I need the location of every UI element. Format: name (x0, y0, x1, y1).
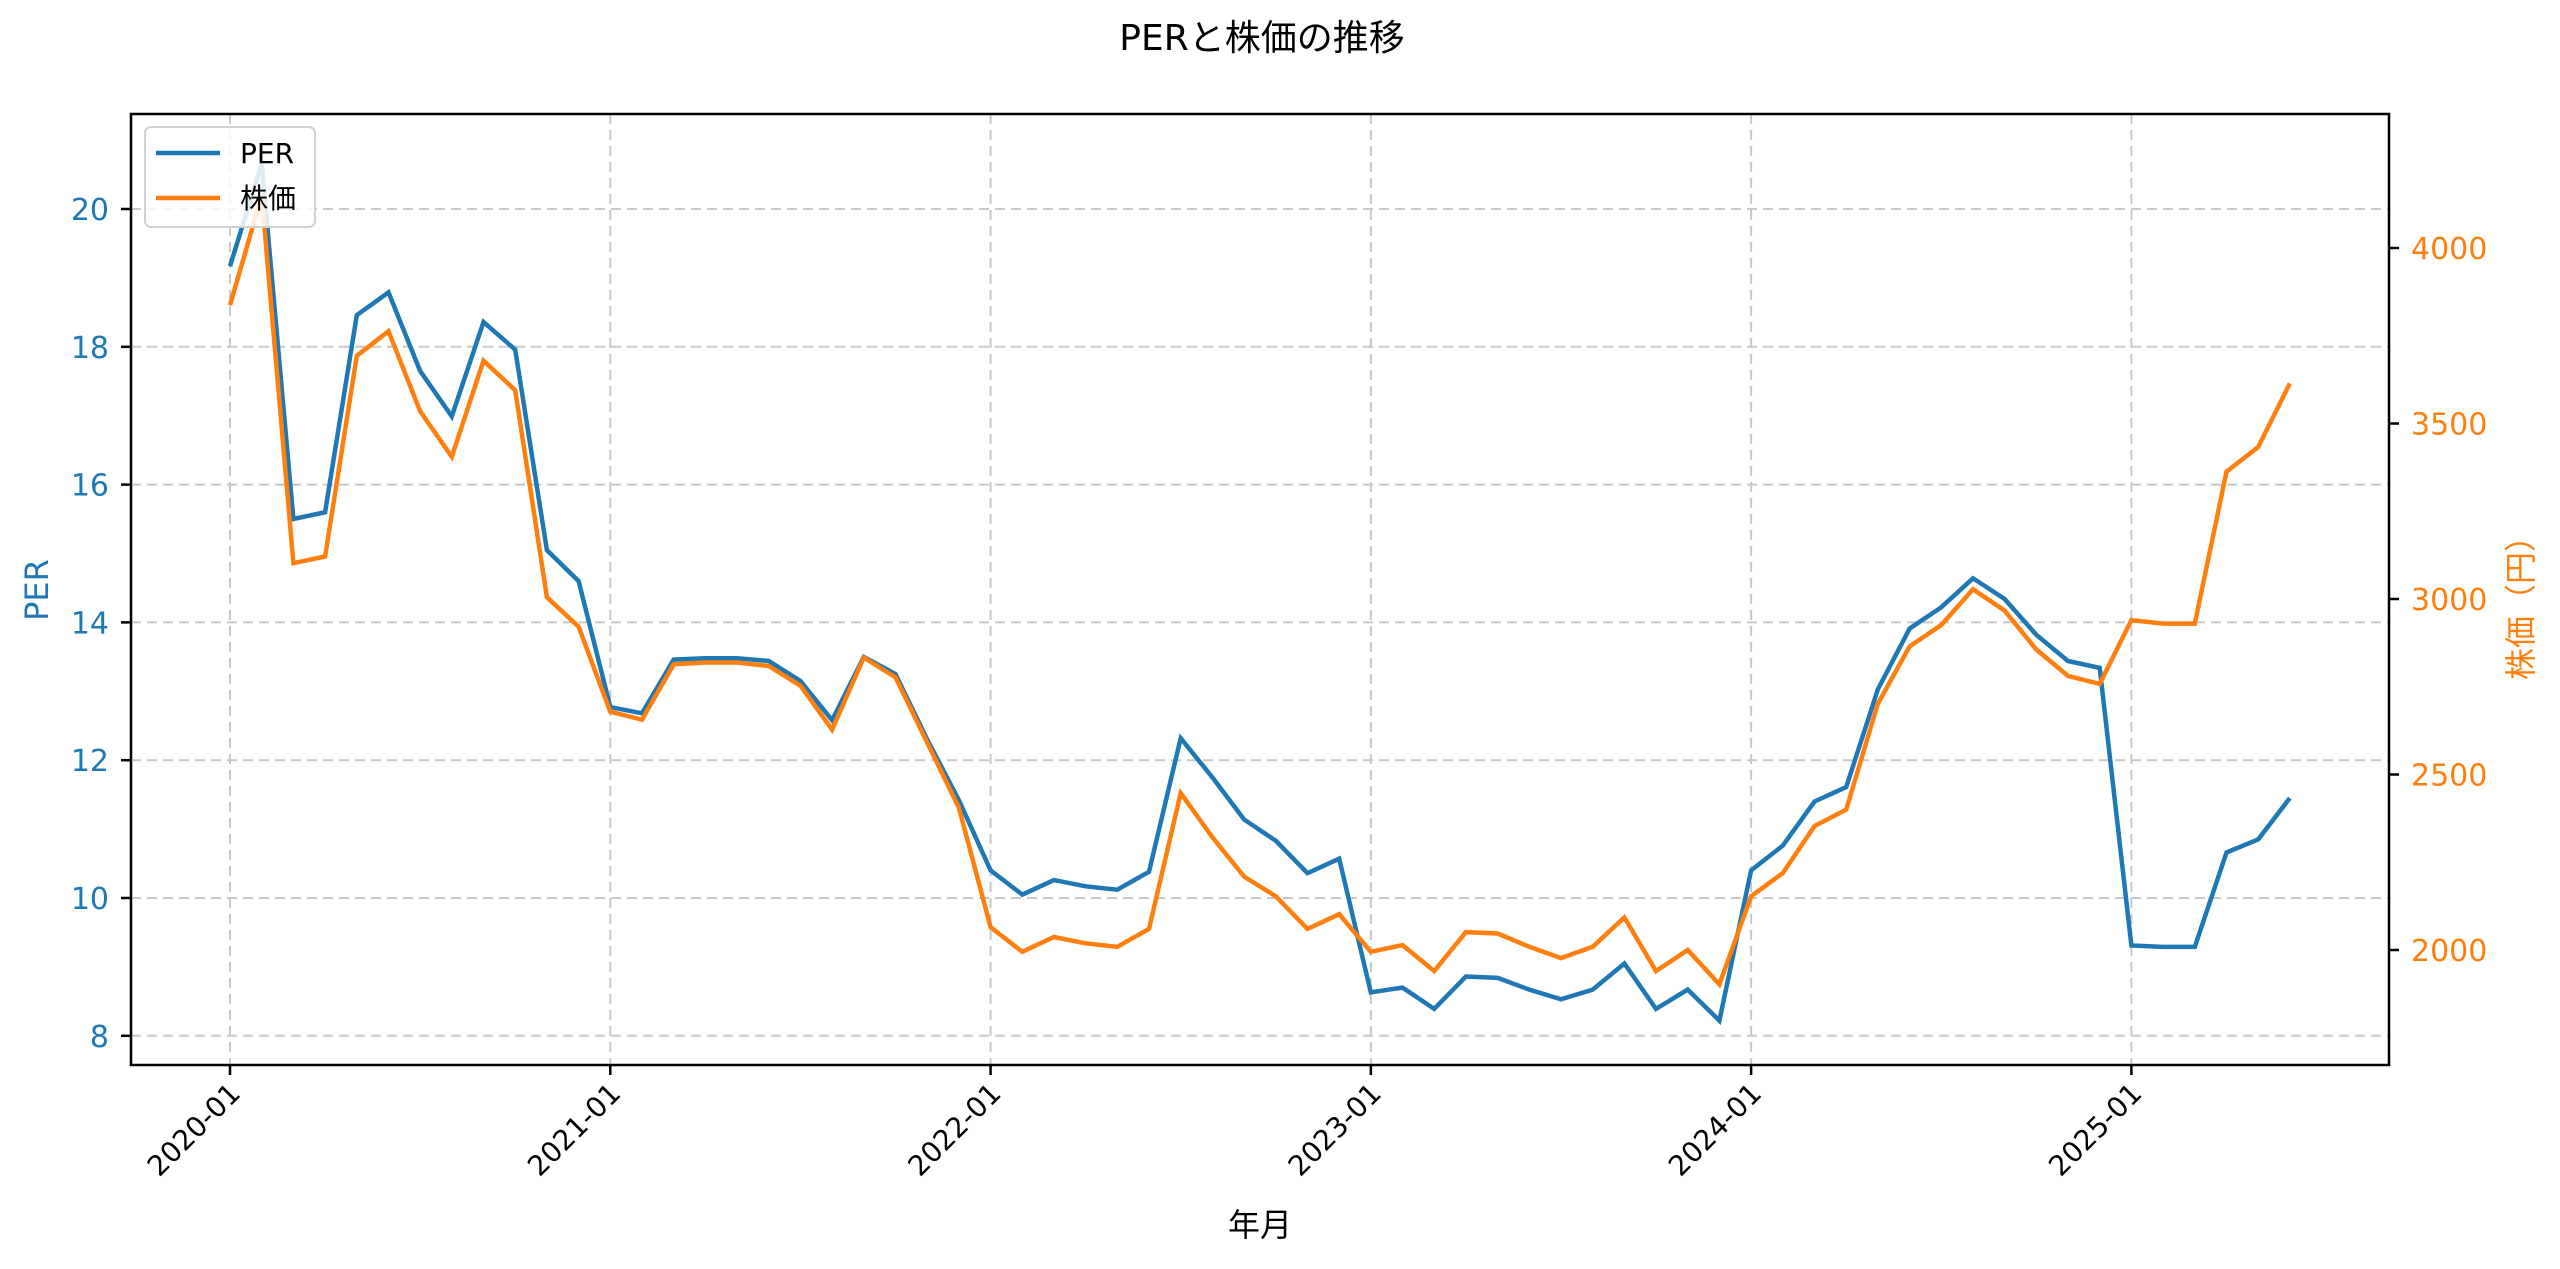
series-lines (227, 162, 2292, 1026)
legend-per-label: PER (240, 137, 294, 170)
y-tick-label-right: 2500 (2411, 759, 2487, 794)
x-tick-label: 2021-01 (521, 1077, 627, 1183)
y-tick-label-right: 2000 (2411, 934, 2487, 969)
y-axis-left: 8 10 12 14 16 18 20 (71, 193, 131, 1055)
y-axis-left-label: PER (18, 559, 56, 621)
x-tick-label: 2025-01 (2042, 1077, 2148, 1183)
legend-price-label: 株価 (240, 182, 296, 215)
y-axis-right: 2000 2500 3000 3500 4000 (2389, 232, 2487, 969)
y-tick-label-left: 20 (71, 193, 109, 228)
chart-title: PERと株価の推移 (1119, 18, 1404, 59)
y-axis-right-label: 株価（円） (2502, 520, 2540, 680)
y-tick-label-left: 18 (71, 331, 109, 366)
price-line (227, 195, 2292, 989)
legend: PER 株価 (144, 126, 316, 228)
y-tick-label-left: 14 (71, 606, 109, 641)
y-tick-label-left: 16 (71, 469, 109, 504)
y-tick-label-left: 10 (71, 882, 109, 917)
x-axis: 2020-01 2021-01 2022-01 2023-01 2024-01 2025-… (141, 1065, 2148, 1183)
x-tick-label: 2024-01 (1662, 1077, 1768, 1183)
x-axis-label: 年月 (1228, 1206, 1292, 1244)
x-tick-label: 2023-01 (1282, 1077, 1388, 1183)
plot-frame (129, 112, 2391, 1067)
y-tick-label-left: 8 (90, 1020, 109, 1055)
grid-lines (131, 114, 2389, 1065)
y-tick-label-right: 4000 (2411, 232, 2487, 267)
per-line (227, 162, 2292, 1026)
x-tick-label: 2020-01 (141, 1077, 247, 1183)
y-tick-label-right: 3000 (2411, 583, 2487, 618)
y-tick-label-right: 3500 (2411, 408, 2487, 443)
x-tick-label: 2022-01 (901, 1077, 1007, 1183)
y-tick-label-left: 12 (71, 744, 109, 779)
